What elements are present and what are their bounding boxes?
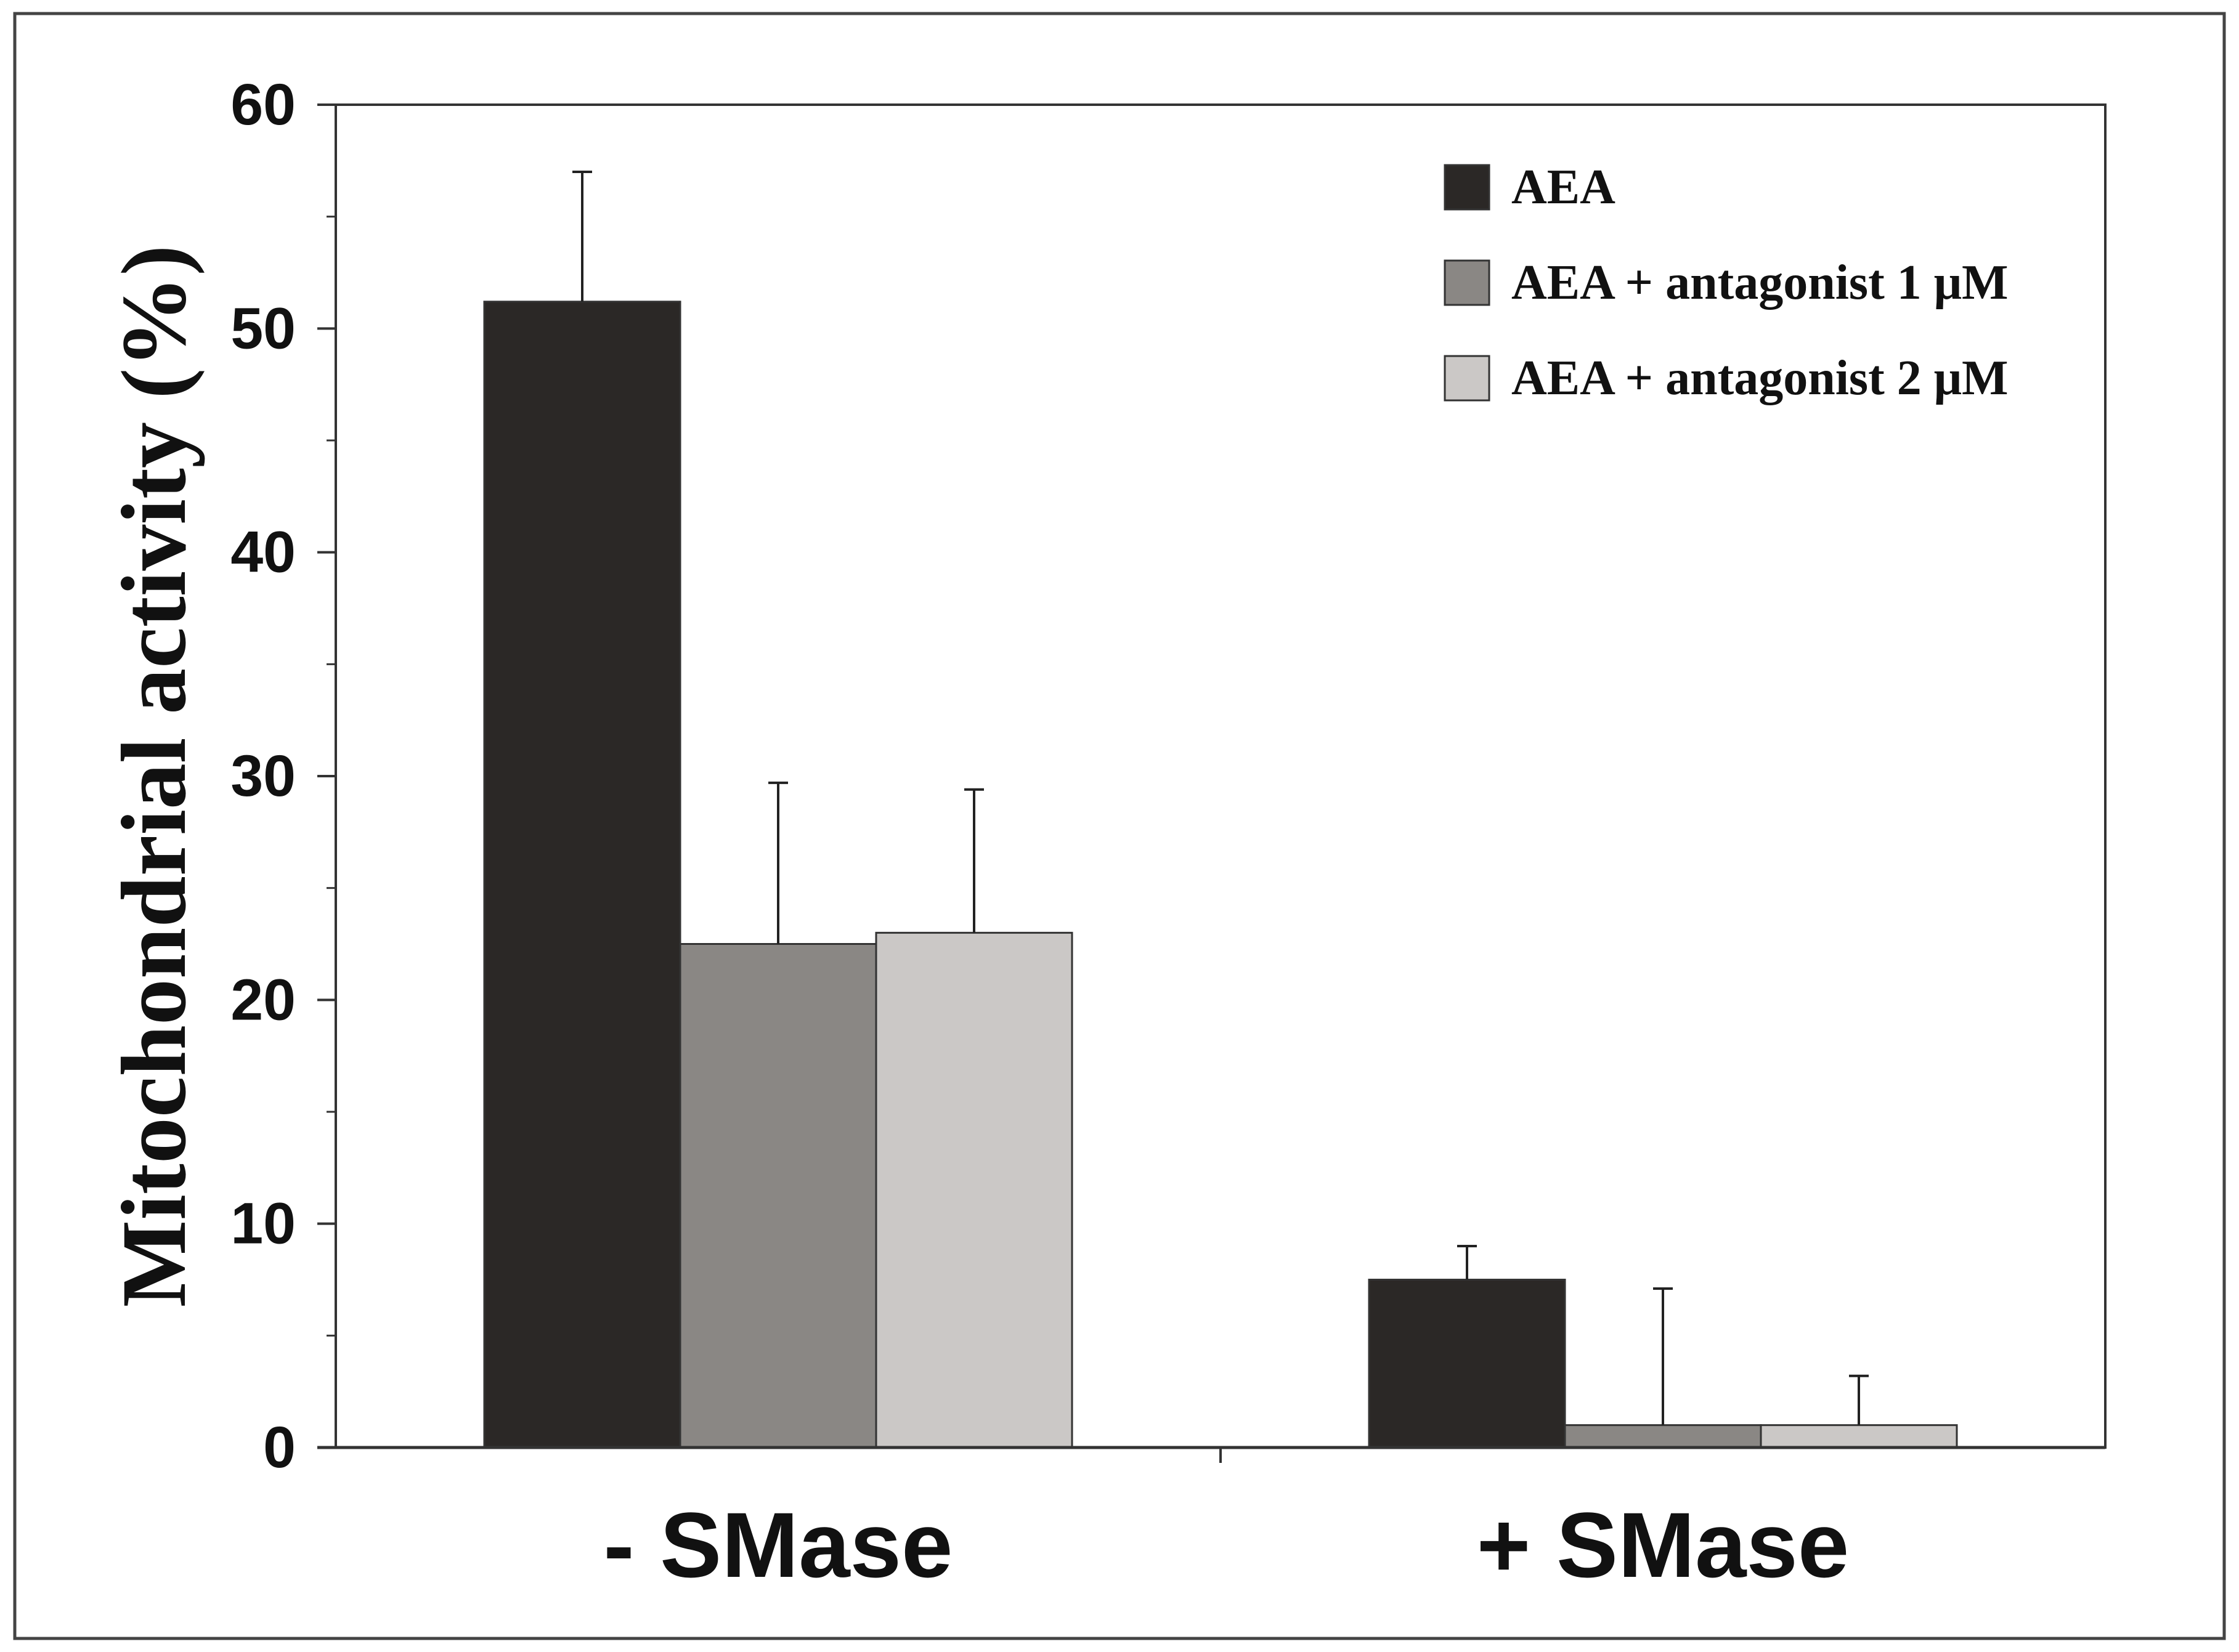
bar (679, 943, 877, 1449)
y-tick-label: 50 (230, 296, 296, 361)
legend-label: AEA + antagonist 1 μM (1511, 256, 2009, 310)
legend-label: AEA + antagonist 2 μM (1511, 351, 2009, 405)
legend-swatch (1444, 164, 1490, 211)
bar (1368, 1279, 1566, 1449)
y-tick-label: 60 (230, 72, 296, 137)
legend-label: AEA (1511, 160, 1615, 214)
x-tick-label: + SMase (1477, 1493, 1850, 1597)
y-tick-label: 10 (230, 1191, 296, 1257)
legend-swatch (1444, 259, 1490, 306)
y-tick-label: 30 (230, 743, 296, 809)
legend-swatch (1444, 355, 1490, 402)
y-axis-label: Mitochondrial activity (%) (103, 245, 205, 1308)
x-tick-label: - SMase (604, 1493, 953, 1597)
bar (1564, 1424, 1762, 1449)
bar (483, 301, 681, 1449)
legend: AEA AEA + antagonist 1 μM AEA + antagonist… (1444, 160, 2009, 405)
bar (1760, 1424, 1958, 1449)
y-tick-label: 20 (230, 967, 296, 1032)
y-tick-label: 0 (263, 1415, 296, 1480)
y-tick-label: 40 (230, 520, 296, 585)
bar (875, 931, 1073, 1449)
